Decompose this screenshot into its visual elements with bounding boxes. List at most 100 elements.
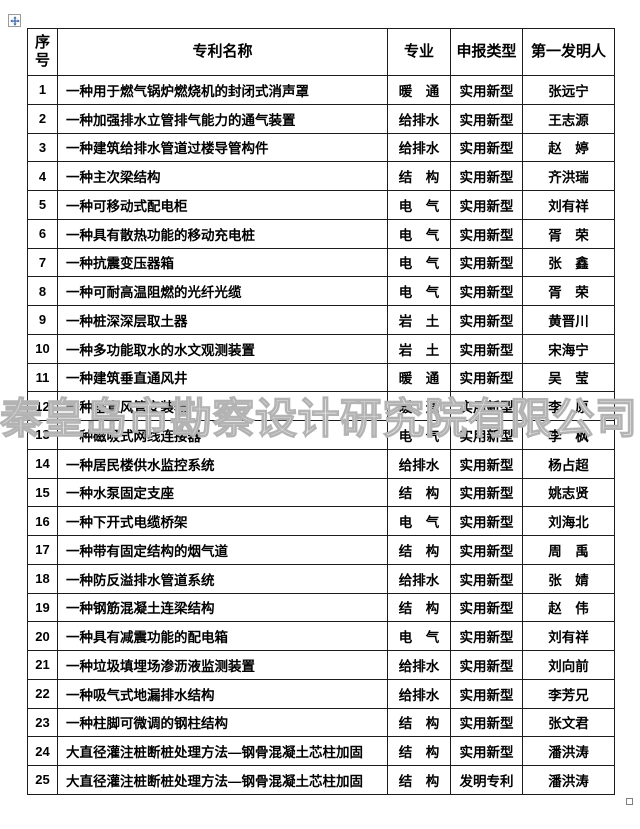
cell-serial[interactable]: 7	[27, 247, 58, 278]
cell-specialty[interactable]: 结 构	[387, 477, 451, 508]
cell-patent-name[interactable]: 大直径灌注桩断桩处理方法—钢骨混凝土芯柱加固	[57, 736, 388, 766]
cell-inventor[interactable]: 胥 荣	[522, 218, 615, 249]
cell-serial[interactable]: 17	[27, 535, 58, 565]
cell-inventor[interactable]: 王志源	[522, 103, 615, 134]
table-resize-handle[interactable]	[626, 798, 633, 805]
cell-inventor[interactable]: 刘有祥	[522, 190, 615, 220]
cell-specialty[interactable]: 给排水	[387, 563, 451, 594]
cell-specialty[interactable]: 电 气	[387, 621, 451, 651]
cell-serial[interactable]: 9	[27, 305, 58, 335]
cell-patent-name[interactable]: 一种可移动式配电柜	[57, 190, 388, 220]
cell-serial[interactable]: 21	[27, 650, 58, 680]
cell-patent-name[interactable]: 大直径灌注桩断桩处理方法—钢骨混凝土芯柱加固	[57, 765, 388, 795]
cell-application-type[interactable]: 实用新型	[450, 448, 523, 479]
header-inventor[interactable]: 第一发明人	[522, 28, 615, 76]
cell-inventor[interactable]: 潘洪涛	[522, 736, 615, 766]
cell-serial[interactable]: 2	[27, 103, 58, 134]
cell-patent-name[interactable]: 一种抗震变压器箱	[57, 247, 388, 278]
cell-application-type[interactable]: 实用新型	[450, 391, 523, 421]
cell-patent-name[interactable]: 一种下开式电缆桥架	[57, 506, 388, 536]
cell-patent-name[interactable]: 一种防反溢排水管道系统	[57, 563, 388, 594]
cell-serial[interactable]: 10	[27, 333, 58, 364]
cell-inventor[interactable]: 齐洪瑞	[522, 161, 615, 191]
cell-inventor[interactable]: 宋海宁	[522, 333, 615, 364]
cell-serial[interactable]: 22	[27, 678, 58, 709]
cell-application-type[interactable]: 实用新型	[450, 563, 523, 594]
cell-serial[interactable]: 11	[27, 362, 58, 393]
cell-patent-name[interactable]: 一种柱脚可微调的钢柱结构	[57, 707, 388, 738]
cell-inventor[interactable]: 杨占超	[522, 448, 615, 479]
cell-application-type[interactable]: 实用新型	[450, 477, 523, 508]
cell-application-type[interactable]: 实用新型	[450, 621, 523, 651]
cell-specialty[interactable]: 给排水	[387, 650, 451, 680]
cell-serial[interactable]: 4	[27, 161, 58, 191]
cell-patent-name[interactable]: 一种垃圾填埋场渗沥液监测装置	[57, 650, 388, 680]
cell-serial[interactable]: 1	[27, 75, 58, 105]
cell-serial[interactable]: 19	[27, 592, 58, 623]
cell-serial[interactable]: 16	[27, 506, 58, 536]
cell-inventor[interactable]: 李 原	[522, 391, 615, 421]
cell-specialty[interactable]: 结 构	[387, 161, 451, 191]
cell-application-type[interactable]: 实用新型	[450, 707, 523, 738]
cell-specialty[interactable]: 岩 土	[387, 333, 451, 364]
cell-inventor[interactable]: 张文君	[522, 707, 615, 738]
cell-patent-name[interactable]: 一种建筑垂直通风井	[57, 362, 388, 393]
cell-application-type[interactable]: 实用新型	[450, 161, 523, 191]
cell-inventor[interactable]: 李 枫	[522, 420, 615, 450]
cell-inventor[interactable]: 赵 伟	[522, 592, 615, 623]
cell-application-type[interactable]: 发明专利	[450, 765, 523, 795]
cell-specialty[interactable]: 电 气	[387, 218, 451, 249]
cell-patent-name[interactable]: 一种桩深深层取土器	[57, 305, 388, 335]
cell-patent-name[interactable]: 一种主次梁结构	[57, 161, 388, 191]
cell-inventor[interactable]: 胥 荣	[522, 276, 615, 306]
cell-inventor[interactable]: 刘有祥	[522, 621, 615, 651]
cell-application-type[interactable]: 实用新型	[450, 736, 523, 766]
cell-serial[interactable]: 13	[27, 420, 58, 450]
cell-serial[interactable]: 23	[27, 707, 58, 738]
cell-serial[interactable]: 6	[27, 218, 58, 249]
cell-serial[interactable]: 15	[27, 477, 58, 508]
cell-application-type[interactable]: 实用新型	[450, 333, 523, 364]
cell-patent-name[interactable]: 一种具有减震功能的配电箱	[57, 621, 388, 651]
cell-application-type[interactable]: 实用新型	[450, 592, 523, 623]
cell-inventor[interactable]: 潘洪涛	[522, 765, 615, 795]
cell-specialty[interactable]: 结 构	[387, 707, 451, 738]
cell-patent-name[interactable]: 一种居民楼供水监控系统	[57, 448, 388, 479]
cell-serial[interactable]: 20	[27, 621, 58, 651]
cell-specialty[interactable]: 给排水	[387, 448, 451, 479]
cell-patent-name[interactable]: 一种钢筋混凝土连梁结构	[57, 592, 388, 623]
cell-inventor[interactable]: 黄晋川	[522, 305, 615, 335]
header-patent-name[interactable]: 专利名称	[57, 28, 388, 76]
cell-patent-name[interactable]: 一种吸气式地漏排水结构	[57, 678, 388, 709]
cell-inventor[interactable]: 刘海北	[522, 506, 615, 536]
cell-application-type[interactable]: 实用新型	[450, 190, 523, 220]
cell-application-type[interactable]: 实用新型	[450, 247, 523, 278]
cell-serial[interactable]: 3	[27, 132, 58, 163]
cell-serial[interactable]: 8	[27, 276, 58, 306]
cell-specialty[interactable]: 给排水	[387, 678, 451, 709]
cell-application-type[interactable]: 实用新型	[450, 362, 523, 393]
cell-inventor[interactable]: 张 婧	[522, 563, 615, 594]
cell-specialty[interactable]: 电 气	[387, 276, 451, 306]
cell-patent-name[interactable]: 一种建筑给排水管道过楼导管构件	[57, 132, 388, 163]
cell-application-type[interactable]: 实用新型	[450, 678, 523, 709]
cell-serial[interactable]: 25	[27, 765, 58, 795]
cell-patent-name[interactable]: 一种磁吸式网线连接器	[57, 420, 388, 450]
cell-patent-name[interactable]: 一种具有散热功能的移动充电桩	[57, 218, 388, 249]
cell-application-type[interactable]: 实用新型	[450, 305, 523, 335]
cell-specialty[interactable]: 结 构	[387, 535, 451, 565]
cell-application-type[interactable]: 实用新型	[450, 650, 523, 680]
cell-serial[interactable]: 24	[27, 736, 58, 766]
cell-application-type[interactable]: 实用新型	[450, 103, 523, 134]
cell-specialty[interactable]: 结 构	[387, 736, 451, 766]
cell-specialty[interactable]: 暖 通	[387, 391, 451, 421]
cell-specialty[interactable]: 电 气	[387, 420, 451, 450]
cell-inventor[interactable]: 刘向前	[522, 650, 615, 680]
cell-application-type[interactable]: 实用新型	[450, 132, 523, 163]
cell-serial[interactable]: 5	[27, 190, 58, 220]
cell-patent-name[interactable]: 一种水泵固定支座	[57, 477, 388, 508]
cell-application-type[interactable]: 实用新型	[450, 276, 523, 306]
cell-specialty[interactable]: 给排水	[387, 132, 451, 163]
cell-inventor[interactable]: 李芳兄	[522, 678, 615, 709]
cell-inventor[interactable]: 吴 莹	[522, 362, 615, 393]
